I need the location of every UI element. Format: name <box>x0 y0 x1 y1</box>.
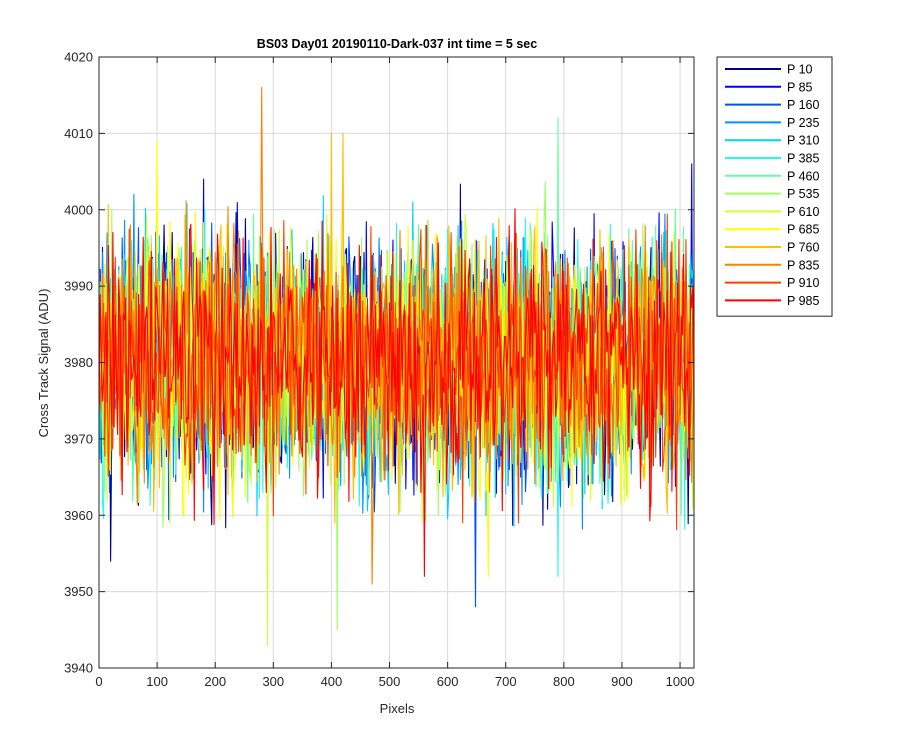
legend-label: P 610 <box>787 205 819 219</box>
series-layer <box>99 87 694 646</box>
legend-label: P 160 <box>787 98 819 112</box>
legend-label: P 85 <box>787 80 813 94</box>
axes <box>98 56 695 669</box>
x-tick-label: 1000 <box>666 674 695 689</box>
legend: P 10 P 85 P 160 P 235 P 310 P 385 P 460 P 535 P … <box>716 56 833 317</box>
chart-title: BS03 Day01 20190110-Dark-037 int time = … <box>257 37 537 51</box>
legend-label: P 985 <box>787 294 819 308</box>
x-tick-label: 0 <box>95 674 102 689</box>
legend-label: P 685 <box>787 223 819 237</box>
y-tick-label: 3960 <box>64 508 93 523</box>
legend-label: P 10 <box>787 63 813 77</box>
y-tick-label: 3990 <box>64 279 93 294</box>
legend-label: P 235 <box>787 116 819 130</box>
legend-label: P 460 <box>787 169 819 183</box>
y-tick-label: 3980 <box>64 355 93 370</box>
y-tick-label: 4010 <box>64 126 93 141</box>
y-axis-label: Cross Track Signal (ADU) <box>36 289 51 438</box>
x-axis-label: Pixels <box>380 701 415 716</box>
y-tick-label: 3950 <box>64 584 93 599</box>
x-tick-label: 400 <box>321 674 343 689</box>
legend-label: P 535 <box>787 187 819 201</box>
x-tick-label: 100 <box>146 674 168 689</box>
legend-label: P 760 <box>787 241 819 255</box>
legend-label: P 310 <box>787 134 819 148</box>
series-line-p910 <box>99 213 694 531</box>
y-tick-label: 4020 <box>64 50 93 65</box>
legend-label: P 910 <box>787 276 819 290</box>
x-tick-label: 600 <box>437 674 459 689</box>
y-tick-label: 4000 <box>64 202 93 217</box>
legend-box <box>716 56 833 317</box>
y-tick-labels: 3940 3950 3960 3970 3980 3990 4000 4010 4020 <box>64 50 93 676</box>
legend-label: P 385 <box>787 152 819 166</box>
series-line-p985 <box>99 208 694 577</box>
x-tick-label: 700 <box>495 674 517 689</box>
x-tick-label: 900 <box>611 674 633 689</box>
x-tick-label: 300 <box>262 674 284 689</box>
y-tick-label: 3940 <box>64 661 93 676</box>
legend-label: P 835 <box>787 258 819 272</box>
x-tick-label: 500 <box>379 674 401 689</box>
x-tick-label: 800 <box>553 674 575 689</box>
x-tick-labels: 0 100 200 300 400 500 600 700 800 900 1000 <box>95 674 694 689</box>
y-tick-label: 3970 <box>64 431 93 446</box>
x-tick-label: 200 <box>204 674 226 689</box>
